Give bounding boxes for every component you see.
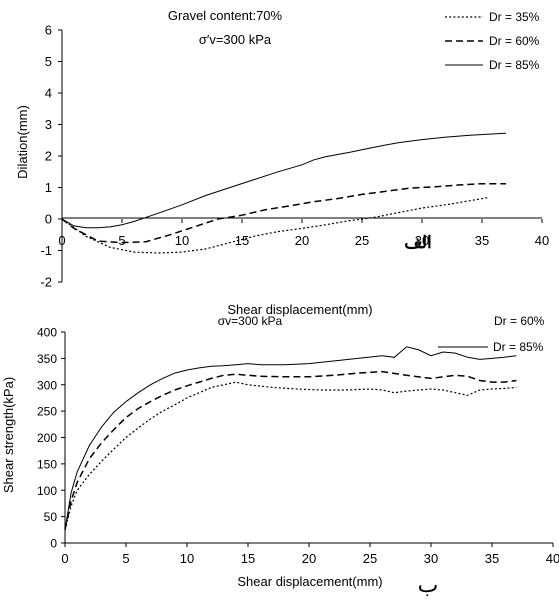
x-tick-label: 25 xyxy=(363,551,377,566)
x-tick-label: 20 xyxy=(302,551,316,566)
x-tick-label: 20 xyxy=(295,233,309,248)
y-tick-label: 2 xyxy=(45,149,52,164)
y-tick-label: 400 xyxy=(37,326,57,340)
x-tick-label: 0 xyxy=(61,551,68,566)
dilation-chart: -2 -1 0 1 2 3 4 5 6 0 5 10 15 20 25 30 35 40 Dr = 35% Dr … xyxy=(15,8,549,317)
x-tick-label: 25 xyxy=(355,233,369,248)
y-tick-label: 100 xyxy=(37,484,57,498)
x-tick-label: 10 xyxy=(180,551,194,566)
dilation-annotation: الف xyxy=(404,233,432,252)
legend-label: Dr = 35% xyxy=(489,10,540,24)
series-line-dashed xyxy=(64,370,517,530)
dilation-chart-subtitle: σ′v=300 kPa xyxy=(199,32,272,47)
x-tick-label: 15 xyxy=(241,551,255,566)
x-tick-label: 10 xyxy=(175,233,189,248)
y-tick-label: 250 xyxy=(37,405,57,419)
y-tick-label: 0 xyxy=(50,537,57,551)
x-tick-label: 40 xyxy=(546,551,559,566)
x-tick-label: 30 xyxy=(415,233,429,248)
y-tick-label: 3 xyxy=(45,117,52,132)
x-tick-label: 40 xyxy=(535,233,549,248)
series-line-dotted xyxy=(61,197,489,254)
series-line-dotted xyxy=(64,381,517,530)
legend-label: Dr = 85% xyxy=(489,58,540,72)
dilation-x-axis-label: Shear displacement(mm) xyxy=(227,302,372,317)
x-tick-label: 35 xyxy=(475,233,489,248)
x-tick-label: 35 xyxy=(485,551,499,566)
x-tick-label: 5 xyxy=(122,551,129,566)
y-tick-label: 300 xyxy=(37,378,57,392)
strength-y-axis-label: Shear strength(kPa) xyxy=(1,377,16,493)
x-tick-label: 0 xyxy=(58,233,65,248)
y-tick-label: 350 xyxy=(37,352,57,366)
shear-strength-chart: 0 50 100 150 200 250 300 350 400 0 5 10 15 20 25 30 35 4… xyxy=(1,314,559,597)
strength-annotation: ب xyxy=(418,572,439,597)
x-tick-label: 5 xyxy=(118,233,125,248)
y-tick-label: 4 xyxy=(45,86,52,101)
series-line-solid xyxy=(64,346,517,530)
x-tick-label: 30 xyxy=(424,551,438,566)
strength-x-axis-label: Shear displacement(mm) xyxy=(237,574,382,589)
legend-label: Dr = 60% xyxy=(489,34,540,48)
series-line-solid xyxy=(61,132,507,229)
y-tick-label: 150 xyxy=(37,457,57,471)
strength-legend-partial-label: Dr = 60% xyxy=(494,314,545,328)
y-tick-label: -1 xyxy=(40,243,52,258)
legend-label: Dr = 85% xyxy=(493,340,544,354)
dilation-chart-title: Gravel content:70% xyxy=(168,8,283,23)
y-tick-label: 1 xyxy=(45,180,52,195)
y-tick-label: -2 xyxy=(40,275,52,290)
dilation-y-axis-label: Dilation(mm) xyxy=(15,105,30,179)
x-tick-label: 15 xyxy=(235,233,249,248)
strength-chart-subtitle: σv=300 kPa xyxy=(218,314,283,328)
y-tick-label: 200 xyxy=(37,431,57,445)
y-tick-label: 50 xyxy=(44,510,58,524)
y-tick-label: 5 xyxy=(45,54,52,69)
y-tick-label: 6 xyxy=(45,23,52,38)
y-tick-label: 0 xyxy=(45,212,52,227)
series-line-dashed xyxy=(61,182,506,244)
